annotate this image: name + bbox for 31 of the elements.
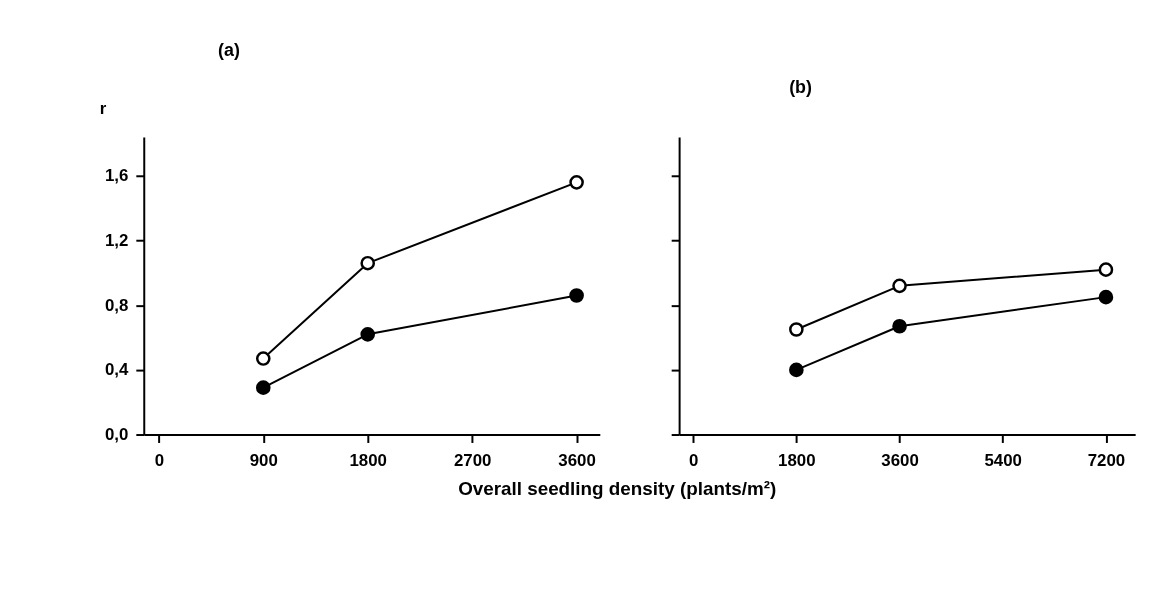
x-tick-label: 0 [154, 450, 165, 470]
y-tick-label: 0,0 [104, 424, 129, 444]
x-tick-label: 3600 [881, 450, 919, 470]
point [569, 288, 584, 303]
point [255, 351, 271, 366]
point [569, 175, 584, 190]
y-tick-label: 0,4 [104, 360, 130, 380]
point [789, 322, 804, 337]
chart-title: (b) [789, 77, 812, 98]
y-axis-title: r [99, 98, 107, 118]
x-tick-label: 2700 [453, 450, 492, 470]
y-tick-label: 0,8 [104, 295, 129, 315]
y-tick-label: 1,2 [104, 231, 129, 251]
point [255, 380, 271, 395]
y-tick-label: 1,6 [104, 166, 129, 186]
x-tick-label: 5400 [984, 450, 1022, 470]
x-tick-label: 1800 [778, 450, 816, 470]
x-tick-label: 7200 [1087, 450, 1126, 470]
point [789, 362, 804, 378]
x-tick-label: 1800 [349, 450, 387, 470]
point [892, 278, 907, 294]
point [892, 318, 907, 334]
x-tick-label: 3600 [558, 450, 596, 470]
point [1098, 262, 1114, 277]
x-tick-label: 0 [688, 450, 699, 470]
x-axis-title: Overall seedling density (plants/m²) [458, 478, 777, 500]
point [1098, 289, 1114, 305]
chart-title: (a) [218, 39, 240, 60]
point [360, 327, 376, 342]
point [360, 255, 376, 271]
x-tick-label: 900 [249, 450, 278, 470]
